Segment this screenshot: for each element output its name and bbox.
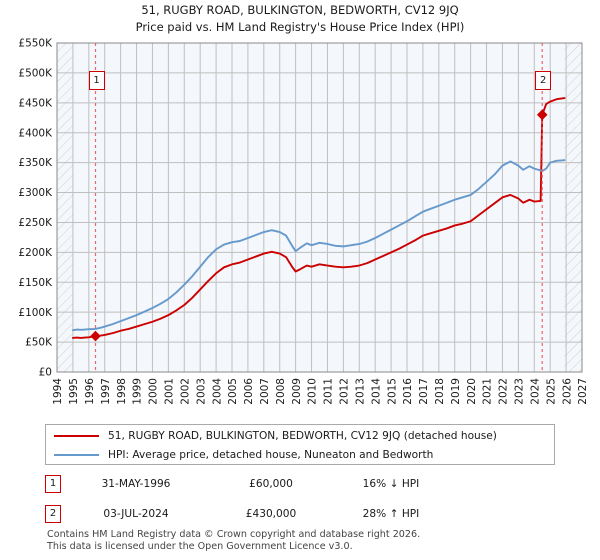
sale-badge-1: 1 [45,475,61,493]
svg-text:2003: 2003 [195,378,207,405]
grid-lines [56,42,583,373]
svg-text:2016: 2016 [402,378,414,405]
sale-price-2: £430,000 [245,508,297,520]
chart-title-line-2: Price paid vs. HM Land Registry's House … [135,20,465,34]
sale-price-1: £60,000 [249,478,293,490]
svg-text:2009: 2009 [291,378,303,405]
x-axis-labels: 1994 1995 1996 1997 1998 1999 2000 2001 2002 2003… [52,378,589,405]
data-series [71,97,566,339]
svg-text:£400K: £400K [18,127,53,139]
svg-text:£100K: £100K [18,307,53,319]
chart-marker-badge-1: 1 [88,71,105,90]
footer-line-1: Contains HM Land Registry data © Crown c… [47,529,421,540]
svg-text:1998: 1998 [116,378,128,405]
legend-swatch-hpi [54,453,99,456]
svg-text:2014: 2014 [370,378,382,405]
svg-text:£300K: £300K [18,187,53,199]
sale-event-lines [94,43,543,372]
svg-text:2027: 2027 [577,378,589,405]
legend-item-hpi: HPI: Average price, detached house, Nune… [54,445,554,464]
svg-text:2021: 2021 [482,378,494,405]
sale-badge-2: 2 [45,505,61,523]
svg-text:1994: 1994 [52,378,64,405]
sale-point-markers [90,109,548,342]
svg-text:2002: 2002 [179,378,191,405]
sale-hpi-delta-2: 28% ↑ HPI [362,508,420,520]
svg-text:£450K: £450K [18,97,53,109]
svg-text:2025: 2025 [545,378,557,405]
svg-text:2022: 2022 [498,378,510,405]
sale-row-1: 1 31-MAY-1996 £60,000 16% ↓ HPI [45,473,565,495]
svg-text:2020: 2020 [466,378,478,405]
sale-date-2: 03-JUL-2024 [103,508,169,520]
svg-text:2007: 2007 [259,378,271,405]
svg-text:2004: 2004 [211,378,223,405]
sale-row-2: 2 03-JUL-2024 £430,000 28% ↑ HPI [45,503,565,525]
svg-text:2026: 2026 [561,378,573,405]
svg-text:£0: £0 [39,367,52,379]
svg-text:2017: 2017 [418,378,430,405]
chart-title-line-1: 51, RUGBY ROAD, BULKINGTON, BEDWORTH, CV… [141,3,459,17]
sale-hpi-delta-1: 16% ↓ HPI [362,478,420,490]
svg-text:1995: 1995 [68,378,80,405]
svg-text:2023: 2023 [514,378,526,405]
legend-item-price-paid: 51, RUGBY ROAD, BULKINGTON, BEDWORTH, CV… [54,426,554,445]
svg-text:2008: 2008 [275,378,287,405]
svg-text:£200K: £200K [18,247,53,259]
chart-marker-badge-2: 2 [535,71,552,90]
plot-background [57,43,582,372]
legend-label-hpi: HPI: Average price, detached house, Nune… [108,448,434,461]
legend-swatch-price-paid [54,434,99,437]
svg-text:2006: 2006 [243,378,255,405]
svg-text:2015: 2015 [386,378,398,405]
y-axis-labels: £0 £50K £100K £150K £200K £250K £300K £350K £400… [18,38,53,379]
chart-title: 51, RUGBY ROAD, BULKINGTON, BEDWORTH, CV… [0,2,600,36]
chart-footer: Contains HM Land Registry data © Crown c… [47,529,587,552]
svg-text:2001: 2001 [164,378,176,405]
svg-text:1996: 1996 [84,378,96,405]
svg-text:£500K: £500K [18,68,53,80]
chart-legend: 51, RUGBY ROAD, BULKINGTON, BEDWORTH, CV… [45,424,555,465]
sale-date-1: 31-MAY-1996 [101,478,171,490]
legend-label-price-paid: 51, RUGBY ROAD, BULKINGTON, BEDWORTH, CV… [108,429,497,442]
svg-text:£250K: £250K [18,217,53,229]
svg-text:2018: 2018 [434,378,446,405]
svg-text:2011: 2011 [323,378,335,405]
plot-frame [56,42,583,373]
svg-text:£50K: £50K [25,337,53,349]
svg-text:2019: 2019 [450,378,462,405]
no-data-bands [57,43,582,372]
svg-text:2024: 2024 [529,378,541,405]
plot-canvas: £0 £50K £100K £150K £200K £250K £300K £350K £400… [18,38,589,405]
svg-text:1999: 1999 [132,378,144,405]
svg-text:£150K: £150K [18,277,53,289]
svg-text:2012: 2012 [339,378,351,405]
svg-text:2010: 2010 [307,378,319,405]
svg-text:£550K: £550K [18,38,53,50]
svg-text:1997: 1997 [100,378,112,405]
svg-text:2000: 2000 [148,378,160,405]
footer-line-2: This data is licensed under the Open Gov… [47,540,353,552]
svg-text:£350K: £350K [18,157,53,169]
svg-text:2005: 2005 [227,378,239,405]
svg-text:2013: 2013 [354,378,366,405]
